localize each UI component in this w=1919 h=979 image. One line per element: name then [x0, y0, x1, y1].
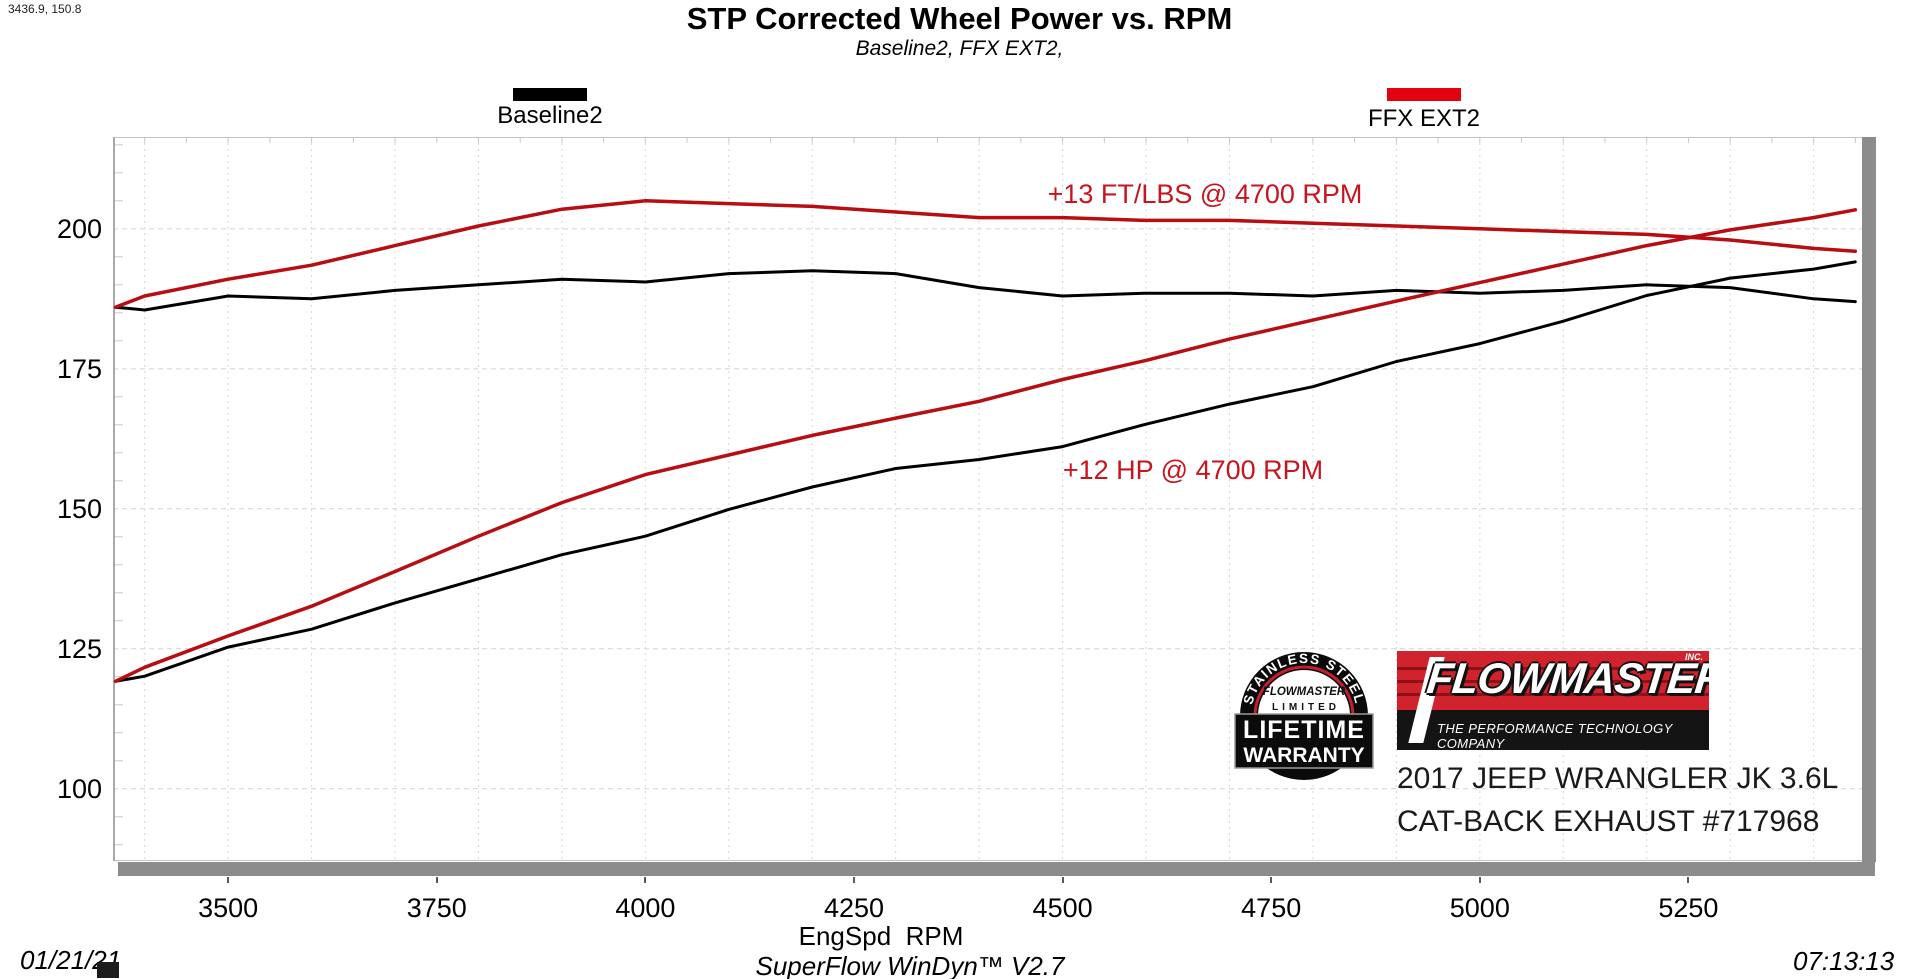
x-tick-mark: [435, 877, 438, 883]
badge-lifetime-text: LIFETIME: [1243, 716, 1365, 744]
logo-black-band: [1397, 710, 1709, 750]
x-tick-mark: [1270, 877, 1273, 883]
logo-tagline: THE PERFORMANCE TECHNOLOGY COMPANY: [1437, 721, 1673, 750]
x-tick-mark: [227, 877, 230, 883]
legend-label-ffx-ext2: FFX EXT2: [1367, 105, 1481, 132]
x-tick-label: 5250: [1658, 893, 1719, 923]
cursor-position-readout: 3436.9, 150.8: [8, 2, 82, 16]
x-tick-label: 3750: [406, 893, 467, 923]
x-tick-label: 3500: [198, 893, 259, 923]
logo-stripe: [1397, 667, 1709, 670]
badge-banner: [1234, 713, 1374, 769]
x-tick-mark: [644, 877, 647, 883]
vehicle-description-line1: 2017 JEEP WRANGLER JK 3.6L: [1397, 762, 1839, 795]
x-tick-label: 4250: [823, 893, 885, 923]
scrollbar-corner: [97, 962, 119, 978]
legend-label-baseline2: Baseline2: [497, 102, 603, 129]
flowmaster-logo: FLOWMASTER INC. THE PERFORMANCE TECHNOLO…: [1397, 651, 1709, 750]
y-tick-label: 100: [56, 773, 102, 804]
x-tick-label: 4750: [1241, 893, 1302, 923]
y-tick-label: 200: [56, 213, 102, 244]
vertical-scrollbar[interactable]: [1862, 137, 1876, 862]
x-tick-mark: [1687, 877, 1690, 883]
logo-wordmark: FLOWMASTER: [1424, 655, 1709, 703]
y-tick-label: 150: [56, 493, 102, 524]
logo-stripe: [1397, 693, 1709, 696]
app-version: SuperFlow WinDyn™ V2.7: [755, 951, 1065, 979]
lifetime-warranty-badge: STAINLESS STEEL FLOWMASTER LIMITED LIFET…: [1234, 651, 1374, 780]
torque-gain-annotation: +13 FT/LBS @ 4700 RPM: [1047, 179, 1363, 209]
x-tick-label: 5000: [1449, 893, 1510, 923]
legend-swatch-baseline2: [513, 88, 587, 101]
vehicle-description-line2: CAT-BACK EXHAUST #717968: [1397, 805, 1820, 838]
badge-brand-text: FLOWMASTER: [1263, 686, 1346, 698]
badge-limited-text: LIMITED: [1272, 702, 1340, 713]
power-gain-annotation: +12 HP @ 4700 RPM: [1062, 455, 1324, 485]
logo-stripe: [1397, 680, 1709, 683]
x-tick-mark: [1061, 877, 1064, 883]
x-tick-label: 4500: [1032, 893, 1093, 923]
ffx-ext2-torque-curve: [113, 199, 1858, 309]
x-tick-label: 4000: [615, 893, 676, 923]
logo-inc-text: INC.: [1685, 652, 1703, 662]
test-time: 07:13:13: [1793, 946, 1895, 976]
logo-red-field: [1397, 651, 1709, 710]
x-tick-mark: [1478, 877, 1481, 883]
ffx-ext2-power-curve: [113, 208, 1858, 684]
chart-title: STP Corrected Wheel Power vs. RPM: [686, 1, 1233, 36]
y-tick-label: 125: [56, 633, 102, 664]
baseline2-torque-curve: [114, 269, 1857, 312]
x-axis-title: EngSpd RPM: [798, 921, 964, 951]
y-tick-label: 175: [56, 353, 102, 384]
baseline2-power-curve: [114, 260, 1857, 683]
horizontal-scrollbar[interactable]: [118, 862, 1875, 876]
badge-warranty-text: WARRANTY: [1243, 744, 1364, 767]
legend-swatch-ffx-ext2: [1387, 88, 1461, 101]
plot-area[interactable]: [113, 137, 1862, 861]
plot-svg: [113, 137, 1862, 861]
chart-subtitle: Baseline2, FFX EXT2,: [855, 37, 1064, 60]
x-tick-mark: [852, 877, 855, 883]
